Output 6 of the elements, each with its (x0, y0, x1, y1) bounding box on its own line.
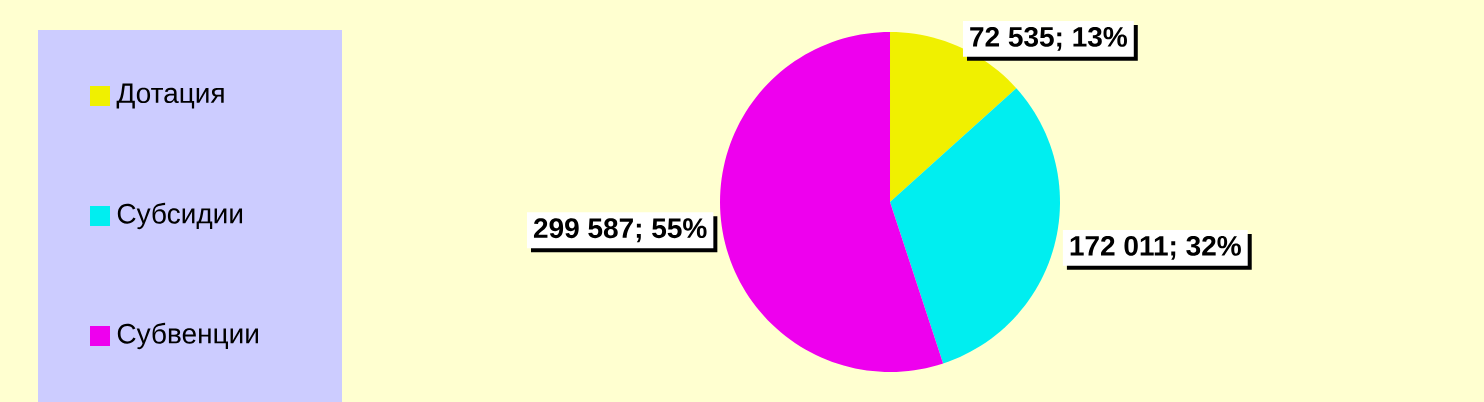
legend-label: Субсидии (117, 202, 243, 230)
data-label: 72 535; 13% (970, 26, 1127, 51)
legend-label: Субвенции (117, 322, 258, 350)
data-label: 299 587; 55% (533, 218, 707, 243)
data-label: 172 011; 32% (1070, 235, 1241, 260)
legend-label: Дотация (116, 83, 224, 109)
